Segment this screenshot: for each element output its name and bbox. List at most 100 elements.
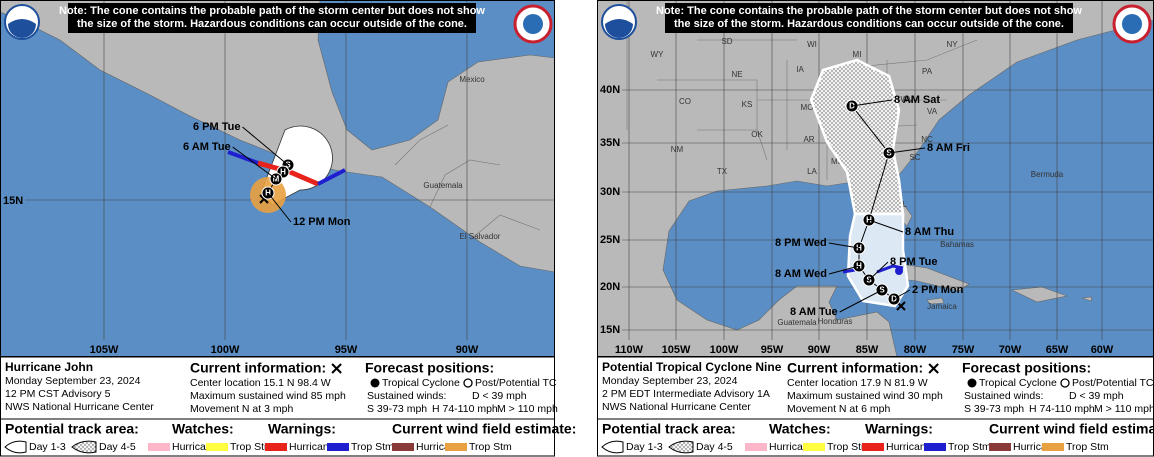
land — [0, 0, 555, 273]
note-line: the size of the storm. Hazardous conditi… — [674, 18, 1064, 30]
lat-label: 20N — [600, 281, 620, 293]
land — [926, 297, 945, 305]
day45-label: Day 4-5 — [696, 441, 733, 453]
lon-label: 100W — [710, 344, 739, 356]
current-line: Center location 15.1 N 98.4 W — [190, 377, 331, 389]
forecast-title: Forecast positions: — [365, 360, 494, 376]
marker-letter: S — [879, 286, 885, 295]
map-label: WY — [651, 50, 665, 59]
watch-trop-stm-label: Trop Stm — [827, 441, 870, 453]
land — [1010, 286, 1069, 303]
winds-title: Sustained winds: — [367, 390, 446, 402]
post-label: Post/Potential TC — [475, 377, 557, 389]
legend-title: Warnings: — [268, 421, 336, 437]
wind-hurricane-swatch — [989, 443, 1011, 451]
wind-trop-stm-label: Trop Stm — [469, 441, 512, 453]
tc-label: Tropical Cyclone — [979, 377, 1057, 389]
lat-label: 40N — [600, 84, 620, 96]
marker-letter: S — [285, 161, 291, 170]
map-label: Guatemala — [423, 181, 463, 190]
wind-hurricane-swatch — [392, 443, 414, 451]
border — [429, 159, 501, 208]
lon-label: 100W — [211, 344, 240, 356]
forecast-time-label: 8 PM Tue — [890, 256, 937, 268]
lat-label: 35N — [600, 137, 620, 149]
post-icon — [463, 378, 473, 388]
map-label: NY — [946, 40, 958, 49]
map-label: MO — [801, 103, 814, 112]
panel: WYSDNECOKSOKNMTXIAMOARLAMSALGAFLTNKYILIN… — [597, 0, 1154, 457]
map-label: VA — [927, 107, 938, 116]
note-box — [68, 3, 476, 33]
lon-label: 105W — [90, 344, 119, 356]
nws-logo-inner — [1122, 14, 1142, 34]
current-line: Maximum sustained wind 30 mph — [787, 390, 943, 402]
map-label: SD — [721, 37, 732, 46]
wind-s: S 39-73 mph — [367, 403, 427, 415]
note-line: Note: The cone contains the probable pat… — [656, 5, 1082, 17]
info-frame — [597, 356, 1154, 457]
lon-label: 70W — [999, 344, 1022, 356]
wind-s: S 39-73 mph — [964, 403, 1024, 415]
border — [394, 124, 449, 166]
lat-label: 15N — [600, 324, 620, 336]
map-label: Guatemala — [777, 318, 817, 327]
wind-field — [895, 267, 903, 275]
forecast-title: Forecast positions: — [962, 360, 1091, 376]
post-icon — [1060, 378, 1070, 388]
wind-d: D < 39 mph — [1069, 390, 1124, 402]
forecast-time-label: 8 AM Fri — [927, 142, 970, 154]
tc-icon — [370, 378, 380, 388]
leader-line — [828, 242, 860, 249]
day13-label: Day 1-3 — [626, 441, 663, 453]
forecast-time-label: 8 AM Tue — [790, 306, 838, 318]
note-line: Note: The cone contains the probable pat… — [59, 5, 485, 17]
marker-letter: H — [856, 262, 862, 271]
lon-label: 75W — [952, 344, 975, 356]
lon-label: 110W — [615, 344, 644, 356]
office: NWS National Hurricane Center — [5, 401, 154, 413]
lon-label: 60W — [1091, 344, 1114, 356]
legend-title: Potential track area: — [602, 421, 736, 437]
watch-trop-stm-swatch — [206, 443, 228, 451]
wind-trop-stm-label: Trop Stm — [1066, 441, 1109, 453]
office: NWS National Hurricane Center — [602, 401, 751, 413]
tc-icon — [967, 378, 977, 388]
current-title: Current information: — [190, 360, 326, 376]
warning-hurricane-swatch — [862, 443, 884, 451]
legend-title: Current wind field estimate: — [392, 421, 576, 437]
warning-trop-stm — [317, 168, 346, 186]
legend-title: Watches: — [172, 421, 234, 437]
forecast-time-label: 6 PM Tue — [193, 121, 240, 133]
day45-icon — [71, 440, 97, 454]
warning-hurricane-swatch — [265, 443, 287, 451]
warning-trop-stm — [227, 150, 259, 165]
map-label: NE — [731, 70, 742, 79]
warning-hurricane-label: Hurricane — [886, 441, 932, 453]
forecast-time-label: 6 AM Tue — [183, 141, 231, 153]
current-line: Movement N at 6 mph — [787, 403, 890, 415]
map-label: MS — [831, 157, 843, 166]
warning-trop-stm-label: Trop Stm — [351, 441, 394, 453]
marker-letter: H — [280, 168, 286, 177]
legend-title: Warnings: — [865, 421, 933, 437]
leader-line — [851, 99, 893, 107]
map-label: Honduras — [818, 317, 853, 326]
border — [657, 79, 758, 130]
advisory: 2 PM EDT Intermediate Advisory 1A — [602, 388, 770, 400]
warning-trop-stm-label: Trop Stm — [948, 441, 991, 453]
info-frame — [0, 356, 555, 457]
noaa-logo-wave — [8, 19, 36, 38]
leader-line — [893, 289, 911, 300]
note-box — [665, 3, 1073, 33]
wind-trop-stm-swatch — [1042, 443, 1064, 451]
current-line: Movement N at 3 mph — [190, 403, 293, 415]
forecast-time-label: 12 PM Mon — [293, 216, 351, 228]
nws-logo-inner — [523, 14, 543, 34]
day45-icon — [668, 440, 694, 454]
lon-label: 95W — [335, 344, 358, 356]
leader-line — [868, 261, 889, 281]
map-label: WI — [807, 40, 817, 49]
